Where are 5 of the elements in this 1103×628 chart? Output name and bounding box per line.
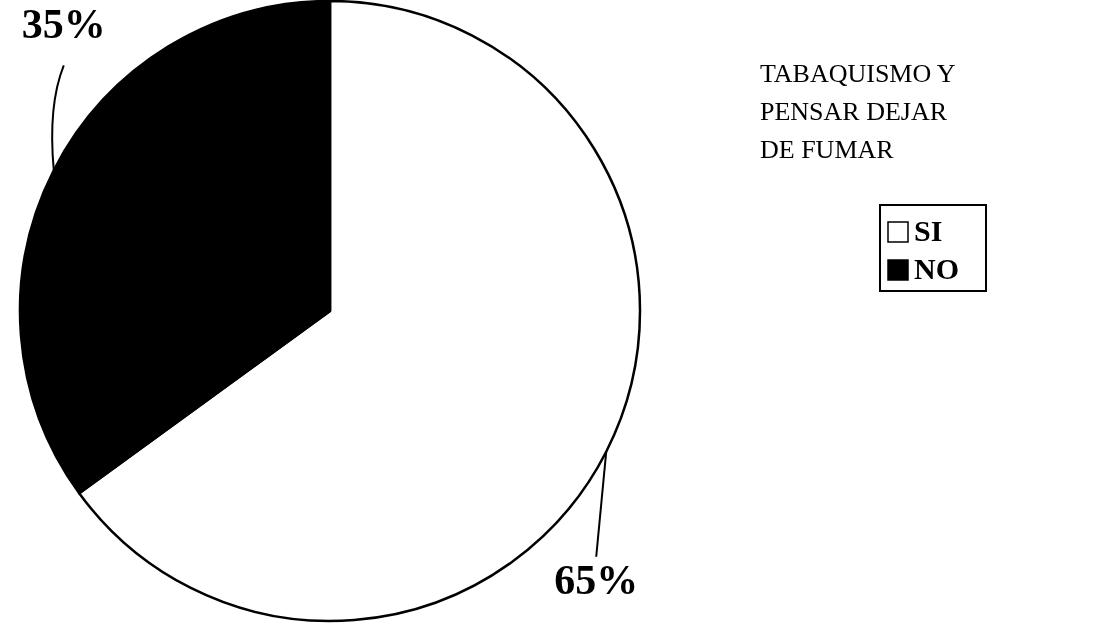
legend-label: SI xyxy=(914,214,943,247)
text: TABAQUISMO Y PENSAR DEJAR DE FUMAR xyxy=(760,59,956,164)
data-label: 35% xyxy=(21,1,106,48)
data-label: 65% xyxy=(554,556,639,603)
legend-label: NO xyxy=(914,252,959,285)
